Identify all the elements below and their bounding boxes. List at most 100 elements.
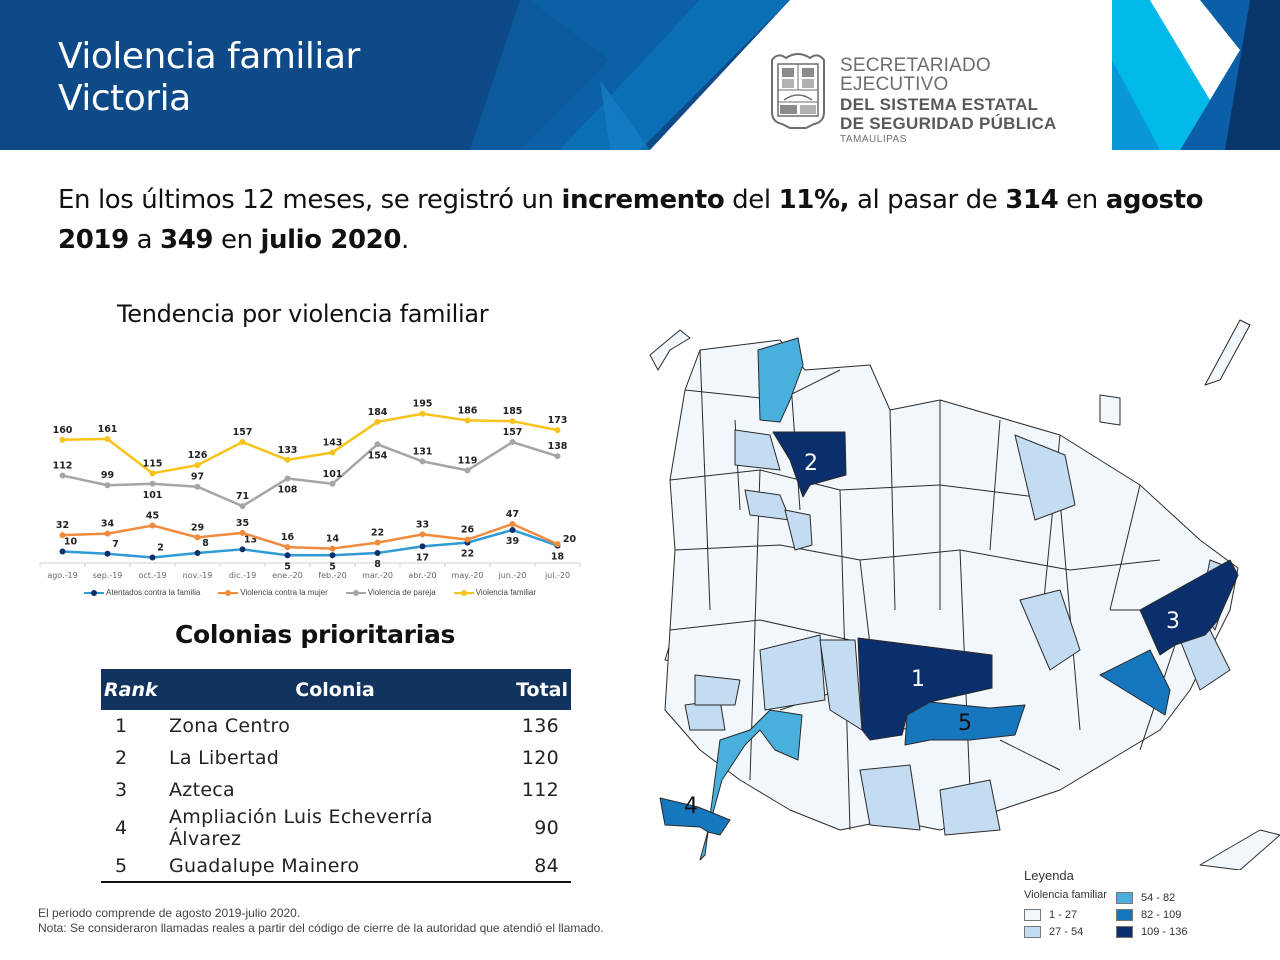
map-legend-title: Leyenda (1024, 868, 1074, 883)
data-label: 161 (98, 424, 118, 435)
legend-swatch (345, 589, 366, 597)
data-point (419, 531, 426, 538)
data-label: 108 (278, 485, 298, 496)
table-row: 3 Azteca 112 (101, 774, 571, 806)
legend-label: 82 - 109 (1141, 908, 1182, 921)
map-district (699, 709, 803, 861)
data-label: 18 (551, 552, 565, 563)
data-label: 101 (143, 490, 163, 501)
data-label: 5 (329, 561, 336, 572)
data-point (374, 550, 381, 557)
data-point (509, 439, 516, 446)
summary-text: en (1058, 185, 1106, 215)
data-point (464, 417, 471, 424)
footnote-methodology: Nota: Se consideraron llamadas reales a … (38, 921, 604, 935)
data-point (284, 456, 291, 463)
cell-rank: 4 (115, 817, 128, 839)
header-cyan-lower (1112, 60, 1160, 150)
data-point (194, 550, 201, 557)
summary-text: del (724, 185, 779, 215)
legend-item: Violencia contra la mujer (218, 588, 328, 597)
data-point (554, 453, 561, 460)
legend-swatch (218, 589, 239, 597)
data-point (329, 480, 336, 487)
logo-line-1: SECRETARIADO EJECUTIVO (840, 55, 991, 95)
summary-end-value: 349 (160, 225, 214, 255)
data-point (239, 546, 246, 553)
legend-item: Atentados contra la familia (84, 588, 200, 597)
x-tick-label: sep.-19 (93, 571, 123, 580)
x-tick-label: oct.-19 (138, 571, 166, 580)
legend-swatch (1024, 908, 1041, 921)
summary-text: En los últimos 12 meses, se registró un (58, 185, 562, 215)
legend-swatch (84, 589, 105, 597)
data-label: 126 (188, 450, 208, 461)
series-line (62, 440, 558, 508)
cell-colonia: Azteca (169, 779, 235, 801)
legend-label: Violencia familiar (475, 588, 536, 597)
data-label: 99 (101, 470, 114, 481)
map-district (784, 509, 813, 551)
data-label: 47 (506, 509, 519, 520)
state-coat-of-arms-icon (771, 53, 825, 129)
map-label-4: 4 (684, 794, 698, 819)
legend-class-54-82: 54 - 82 (1116, 889, 1206, 906)
data-point (284, 475, 291, 482)
table-row: 2 La Libertad 120 (101, 742, 571, 774)
legend-label: 109 - 136 (1141, 925, 1188, 938)
legend-item: Violencia familiar (453, 588, 536, 597)
data-point (194, 483, 201, 490)
table-row: 4 Ampliación Luis Echeverría Álvarez 90 (101, 806, 571, 850)
priority-colonias-table: Rank Colonia Total 1 Zona Centro 136 2 L… (101, 669, 571, 883)
footnote-period: El periodo comprende de agosto 2019-juli… (38, 906, 301, 920)
table-row: 5 Guadalupe Mainero 84 (101, 850, 571, 883)
header-dark-facet (1225, 0, 1280, 150)
x-tick-label: feb.-20 (318, 571, 346, 580)
data-point (419, 410, 426, 417)
data-label: 115 (143, 458, 163, 469)
cell-total: 112 (521, 779, 559, 801)
summary-start-period: agosto 2019 (58, 185, 1204, 255)
header-mid-facet (470, 0, 700, 150)
data-point (374, 441, 381, 448)
summary-statement: En los últimos 12 meses, se registró un … (58, 180, 1248, 260)
data-label: 112 (53, 461, 73, 472)
data-label: 8 (374, 559, 381, 570)
cell-total: 84 (501, 850, 571, 883)
data-label: 154 (368, 450, 388, 461)
cell-colonia: Ampliación Luis Echeverría Álvarez (169, 806, 433, 850)
data-point (374, 539, 381, 546)
x-tick-label: may.-20 (452, 571, 484, 580)
data-label: 22 (461, 549, 474, 560)
series-line (62, 412, 558, 475)
data-label: 143 (323, 437, 343, 448)
data-point (284, 552, 291, 559)
x-tick-label: nov.-19 (183, 571, 213, 580)
data-label: 2 (157, 543, 164, 554)
data-point (239, 503, 246, 510)
data-label: 101 (323, 469, 343, 480)
column-header-total: Total (516, 678, 568, 701)
summary-end-period: julio 2020 (260, 225, 402, 255)
data-point (149, 470, 156, 477)
legend-label: Atentados contra la familia (106, 588, 201, 597)
data-point (419, 458, 426, 465)
map-legend: Leyenda Violencia familiar 54 - 82 1 - 2… (1024, 868, 1206, 940)
cell-total: 136 (521, 715, 559, 737)
data-label: 157 (233, 427, 253, 438)
data-point (149, 554, 156, 561)
data-point (329, 545, 336, 552)
data-point (104, 530, 111, 537)
map-district (759, 634, 826, 711)
summary-start-value: 314 (1005, 185, 1059, 215)
data-point (464, 467, 471, 474)
map-district (1099, 649, 1171, 716)
data-label: 7 (112, 539, 119, 550)
data-label: 97 (191, 472, 204, 483)
map-district (757, 337, 804, 423)
data-label: 39 (506, 536, 519, 547)
data-label: 22 (371, 528, 384, 539)
data-point (509, 520, 516, 527)
x-tick-label: ago.-19 (47, 571, 77, 580)
map-label-3: 3 (1166, 609, 1180, 634)
